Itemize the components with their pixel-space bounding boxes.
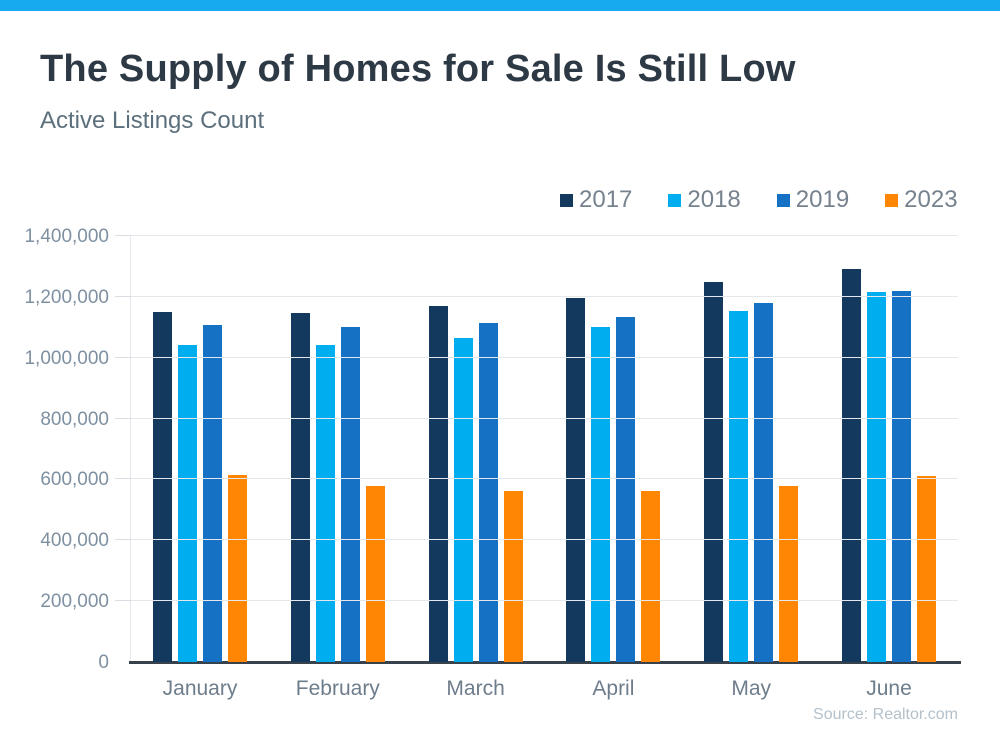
legend-label: 2018 bbox=[687, 186, 741, 213]
x-axis-label: February bbox=[295, 677, 380, 700]
y-axis-tick bbox=[115, 539, 131, 540]
gridline bbox=[131, 296, 958, 297]
bar-2018-january bbox=[178, 345, 197, 662]
y-axis-label: 0 bbox=[98, 652, 109, 673]
accent-bar bbox=[0, 0, 1000, 11]
legend-swatch-icon bbox=[560, 193, 573, 207]
y-axis-label: 600,000 bbox=[40, 469, 109, 490]
legend-item-2018: 2018 bbox=[668, 186, 741, 214]
bar-2019-april bbox=[616, 317, 636, 662]
bar-2019-may bbox=[754, 303, 774, 662]
bar-2019-march bbox=[478, 323, 498, 662]
bar-group-february: February bbox=[290, 236, 385, 700]
gridline bbox=[131, 539, 958, 540]
gridline bbox=[131, 600, 958, 601]
bar-2018-february bbox=[315, 345, 335, 662]
bar-2019-february bbox=[340, 327, 360, 662]
chart-legend: 2017 2018 2019 2023 bbox=[560, 186, 958, 214]
legend-swatch-icon bbox=[668, 193, 682, 207]
bar-2023-june bbox=[916, 476, 936, 662]
bar-2017-april bbox=[566, 298, 586, 662]
bar-2017-may bbox=[704, 282, 724, 662]
bar-2017-february bbox=[290, 313, 310, 662]
bar-2019-june bbox=[891, 291, 911, 662]
bar-2018-may bbox=[729, 311, 749, 662]
chart-title: The Supply of Homes for Sale Is Still Lo… bbox=[40, 48, 796, 90]
legend-swatch-icon bbox=[885, 193, 899, 207]
bar-2023-february bbox=[365, 486, 385, 662]
bar-group-april: April bbox=[566, 236, 661, 700]
gridline bbox=[131, 478, 958, 479]
bar-2023-march bbox=[503, 491, 523, 662]
bar-group-january: January bbox=[153, 236, 247, 700]
x-axis-line bbox=[129, 661, 961, 664]
gridline bbox=[131, 235, 958, 236]
x-axis-label: May bbox=[731, 677, 772, 700]
legend-swatch-icon bbox=[776, 193, 790, 207]
bar-2023-april bbox=[641, 491, 661, 662]
bar-2017-june bbox=[841, 269, 861, 662]
bar-2017-january bbox=[153, 312, 172, 662]
y-axis-tick bbox=[115, 357, 131, 358]
bar-2019-january bbox=[203, 325, 222, 662]
legend-label: 2023 bbox=[904, 186, 958, 213]
legend-label: 2017 bbox=[579, 186, 633, 213]
y-axis-tick bbox=[115, 235, 131, 236]
bar-2023-january bbox=[228, 475, 247, 662]
bar-groups: January February March April May June bbox=[131, 236, 958, 700]
bar-group-may: May bbox=[704, 236, 799, 700]
bar-2017-march bbox=[428, 306, 448, 662]
x-axis-label: June bbox=[866, 677, 912, 700]
plot-area: January February March April May June 0 200,00… bbox=[24, 226, 961, 700]
gridline bbox=[131, 357, 958, 358]
y-axis-tick bbox=[115, 478, 131, 479]
legend-item-2019: 2019 bbox=[776, 186, 850, 214]
y-axis-label: 1,400,000 bbox=[24, 226, 109, 247]
chart-subtitle: Active Listings Count bbox=[40, 107, 265, 134]
legend-label: 2019 bbox=[795, 186, 850, 213]
legend-item-2017: 2017 bbox=[560, 186, 632, 214]
bar-2018-april bbox=[591, 327, 611, 662]
y-axis-tick bbox=[115, 418, 131, 419]
y-axis-label: 1,000,000 bbox=[24, 348, 109, 369]
bar-2023-may bbox=[779, 486, 799, 662]
legend-item-2023: 2023 bbox=[885, 186, 958, 214]
bar-2018-june bbox=[866, 292, 886, 662]
x-axis-label: January bbox=[162, 677, 238, 700]
x-axis-label: April bbox=[592, 677, 635, 700]
bar-group-march: March bbox=[428, 236, 523, 700]
x-axis-label: March bbox=[446, 677, 505, 700]
y-axis-tick bbox=[115, 600, 131, 601]
gridline bbox=[131, 418, 958, 419]
y-axis-label: 1,200,000 bbox=[24, 287, 109, 308]
y-axis-label: 800,000 bbox=[40, 409, 109, 430]
source-credit: Source: Realtor.com bbox=[813, 706, 958, 723]
y-axis-label: 400,000 bbox=[40, 530, 109, 551]
y-axis-label: 200,000 bbox=[40, 591, 109, 612]
bar-group-june: June bbox=[841, 236, 936, 700]
bar-2018-march bbox=[453, 338, 473, 662]
y-axis-tick bbox=[115, 296, 131, 297]
